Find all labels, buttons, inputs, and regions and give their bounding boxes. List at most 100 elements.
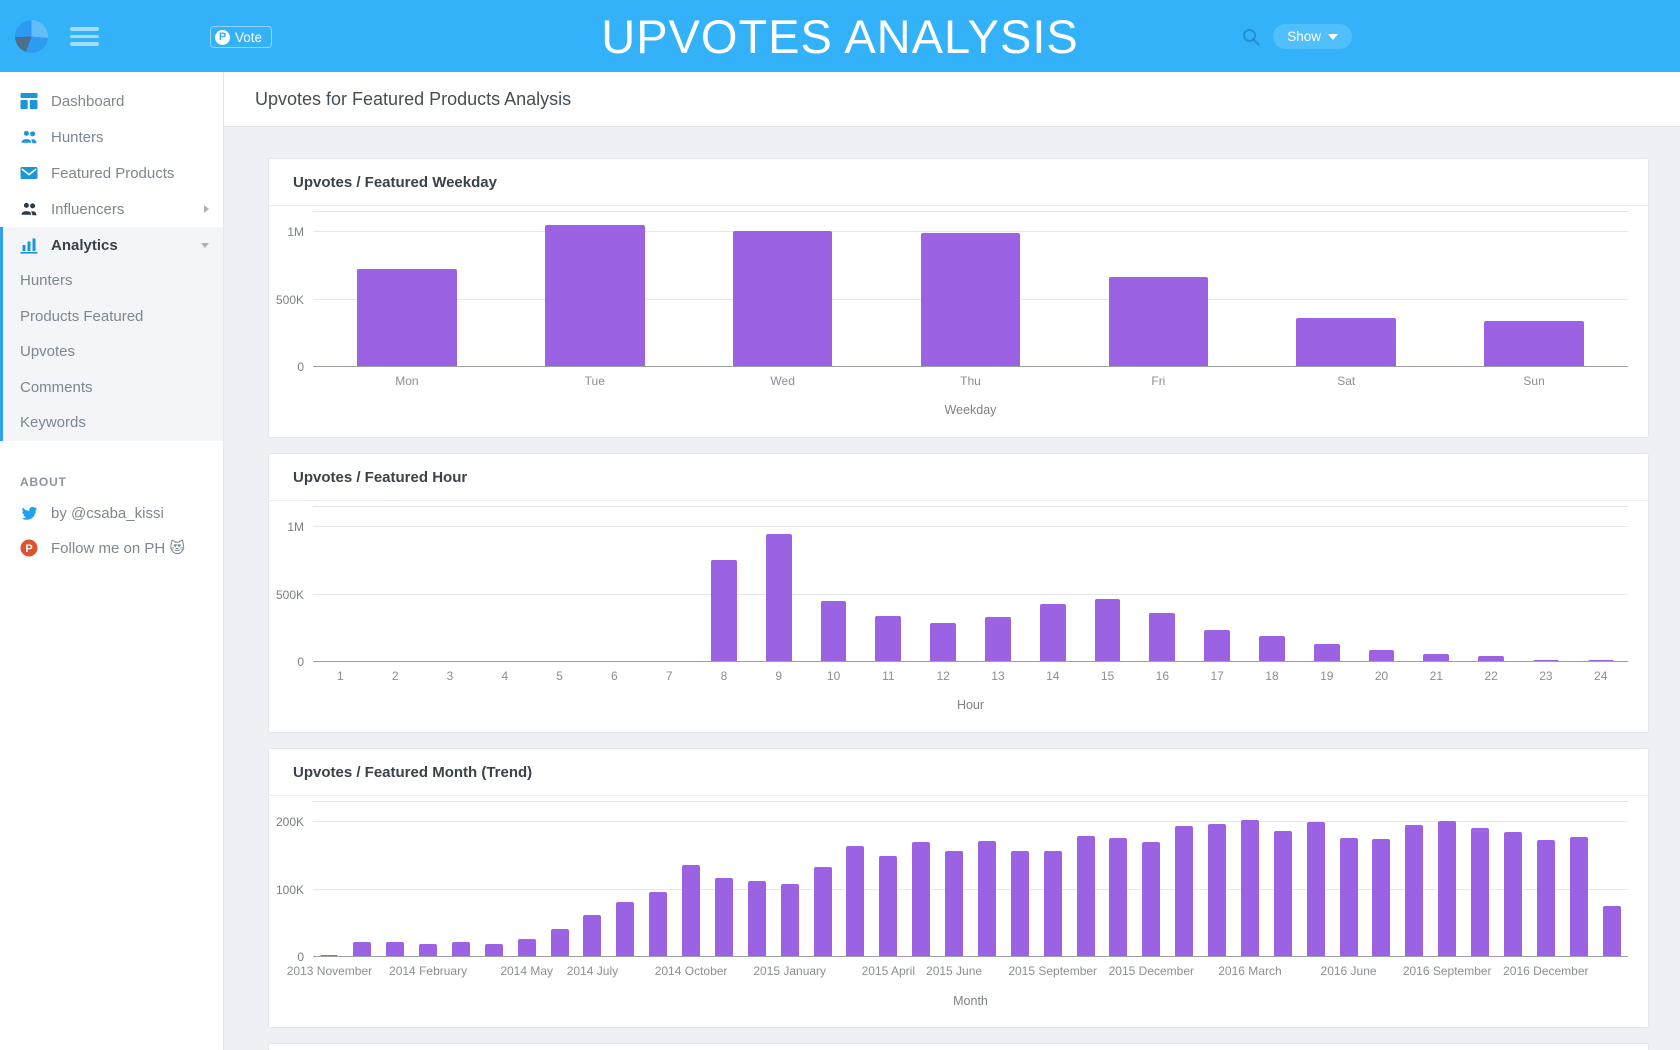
- x-tick-label: 6: [611, 669, 618, 683]
- bar-2015-may: [912, 842, 931, 957]
- bar-2016-december: [1536, 839, 1555, 957]
- bar-20: [1368, 650, 1395, 662]
- x-tick-label: 17: [1210, 669, 1224, 683]
- page-titlebar: Upvotes for Featured Products Analysis: [224, 72, 1680, 127]
- x-tick-label: 2015 June: [926, 964, 983, 978]
- x-axis-labels: Mon Tue Wed Thu Fri Sat Sun: [313, 374, 1628, 388]
- month-chart: 0 100K 200K 2013 November 2014 February 2014 …: [269, 796, 1648, 1008]
- search-icon[interactable]: [1242, 28, 1260, 46]
- next-panel-partial: [268, 1043, 1649, 1050]
- sidebar-item-hunters[interactable]: Hunters: [0, 119, 223, 155]
- bar-2014-december: [747, 880, 766, 957]
- gridline: [313, 526, 1628, 528]
- bar-9: [765, 533, 792, 662]
- chevron-right-icon: [204, 205, 209, 213]
- bar-sun: [1484, 321, 1584, 367]
- sidebar-subitem-comments[interactable]: Comments: [20, 378, 93, 396]
- bar-2013-december: [353, 941, 372, 957]
- bar-10: [820, 601, 847, 662]
- bar-2016-june: [1339, 838, 1358, 957]
- sidebar-item-featured-products[interactable]: Featured Products: [0, 155, 223, 191]
- bar-22: [1478, 656, 1504, 662]
- product-hunt-vote-badge[interactable]: P Vote: [210, 26, 273, 48]
- x-tick-label: 7: [665, 669, 673, 683]
- bar-2014-august: [616, 901, 635, 957]
- x-tick-label: 2014 February: [389, 964, 468, 978]
- main-content: Upvotes for Featured Products Analysis U…: [224, 0, 1680, 1050]
- x-tick-label: 16: [1155, 669, 1170, 683]
- users-dark-icon: [20, 200, 38, 218]
- bar-2016-july: [1372, 839, 1391, 957]
- x-tick-label: 8: [720, 669, 728, 683]
- bar-2014-may: [517, 939, 536, 957]
- x-tick-label: 2013 November: [286, 964, 373, 978]
- x-tick-label: 5: [556, 669, 563, 683]
- app-logo-pie-icon[interactable]: [15, 20, 48, 53]
- gridline: [313, 888, 1628, 890]
- bar-thu: [920, 232, 1021, 367]
- x-tick-label: 2015 January: [753, 964, 827, 978]
- x-tick-label: 4: [501, 669, 509, 683]
- sidebar-item-label: Featured Products: [51, 164, 175, 182]
- chart-title: Upvotes / Featured Month (Trend): [269, 749, 1648, 796]
- bar-15: [1094, 598, 1121, 662]
- product-hunt-link[interactable]: P Follow me on PH 😻: [0, 531, 223, 566]
- plot-area: [313, 801, 1628, 957]
- show-dropdown-button[interactable]: Show: [1273, 24, 1352, 49]
- bar-2015-october: [1076, 836, 1095, 957]
- bar-2015-january: [780, 884, 799, 957]
- bar-2015-april: [879, 855, 898, 957]
- x-tick-label: 15: [1100, 669, 1115, 683]
- bar-2014-march: [451, 942, 470, 957]
- bar-12: [930, 623, 957, 662]
- sidebar-subitem-hunters[interactable]: Hunters: [20, 272, 73, 290]
- y-tick-label: 200K: [275, 815, 304, 830]
- y-tick-label: 0: [297, 360, 304, 374]
- twitter-icon: [20, 504, 38, 522]
- bar-fri: [1108, 276, 1209, 367]
- sidebar-item-analytics[interactable]: Analytics: [3, 227, 223, 263]
- x-tick-label: Fri: [1151, 374, 1166, 388]
- x-tick-label: 1: [337, 669, 344, 683]
- menu-hamburger-icon[interactable]: [70, 27, 99, 46]
- app-header: P Vote UPVOTES ANALYSIS Show: [0, 0, 1680, 72]
- chevron-down-icon: [1328, 33, 1338, 40]
- bar-2016-march: [1240, 820, 1259, 957]
- chart-title: Upvotes / Featured Weekday: [269, 159, 1648, 206]
- sidebar-subitem-upvotes[interactable]: Upvotes: [20, 343, 76, 361]
- sidebar-subitem-keywords[interactable]: Keywords: [20, 414, 86, 432]
- bar-2014-february: [419, 943, 438, 957]
- x-axis-baseline: [313, 661, 1628, 662]
- x-tick-label: Tue: [584, 374, 605, 388]
- bar-21: [1423, 654, 1450, 662]
- sidebar-item-influencers[interactable]: Influencers: [0, 191, 223, 227]
- bar-23: [1533, 659, 1559, 662]
- x-tick-label: 18: [1265, 669, 1279, 683]
- plot-area: [313, 211, 1628, 367]
- x-tick-label: Thu: [960, 374, 981, 388]
- bar-mon: [357, 268, 457, 367]
- chart-title: Upvotes / Featured Hour: [269, 454, 1648, 501]
- bar-chart-icon: [20, 236, 38, 254]
- x-tick-label: Sat: [1337, 374, 1356, 388]
- bar-tue: [545, 225, 645, 367]
- x-tick-label: 2015 December: [1108, 964, 1195, 978]
- y-tick-label: 0: [297, 655, 304, 669]
- sidebar-item-dashboard[interactable]: Dashboard: [0, 83, 223, 119]
- sidebar-subitem-products-featured[interactable]: Products Featured: [20, 307, 144, 325]
- x-tick-label: 20: [1374, 669, 1389, 683]
- twitter-label: by @csaba_kissi: [51, 504, 164, 522]
- bar-2017-january: [1569, 837, 1588, 957]
- bar-11: [875, 615, 902, 662]
- bar-13: [985, 617, 1011, 662]
- sidebar-item-label: Influencers: [51, 200, 125, 218]
- x-tick-label: 2016 June: [1320, 964, 1377, 978]
- x-tick-label: 19: [1320, 669, 1334, 683]
- envelope-icon: [20, 164, 38, 182]
- y-axis-labels: 0 100K 200K: [269, 801, 313, 964]
- x-tick-label: 2016 December: [1503, 964, 1589, 978]
- bar-2014-june: [550, 929, 569, 957]
- twitter-link[interactable]: by @csaba_kissi: [0, 496, 223, 531]
- bar-2015-september: [1043, 850, 1062, 957]
- product-hunt-icon: P: [215, 29, 230, 45]
